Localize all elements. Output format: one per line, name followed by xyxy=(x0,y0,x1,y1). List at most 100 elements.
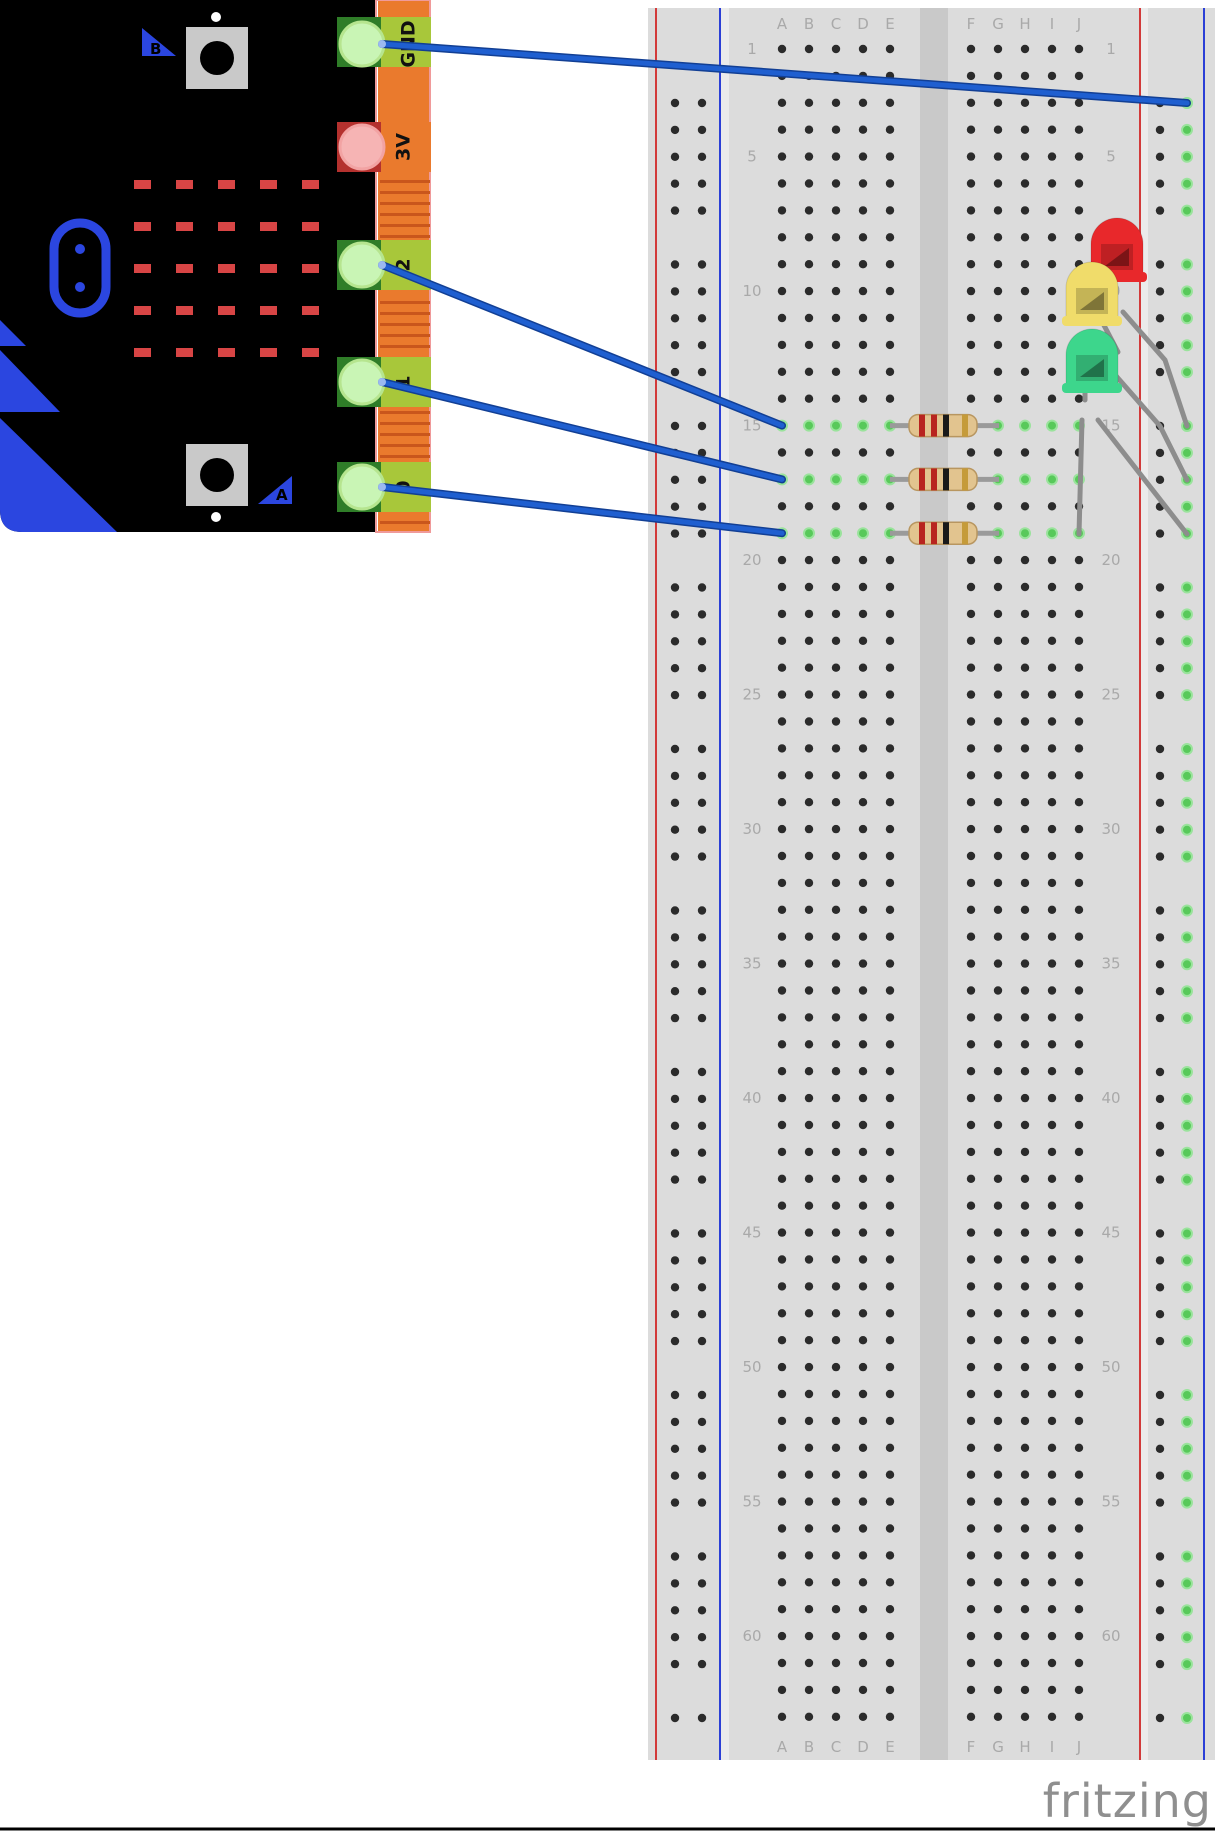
breadboard-hole xyxy=(885,717,895,726)
breadboard-hole xyxy=(1047,71,1057,81)
led-yellow[interactable] xyxy=(1062,261,1122,326)
button-b[interactable] xyxy=(186,12,248,89)
breadboard-hole xyxy=(858,1040,868,1049)
breadboard-hole xyxy=(966,448,976,457)
breadboard-hole xyxy=(966,367,976,376)
breadboard-hole xyxy=(858,44,868,54)
breadboard-hole xyxy=(777,260,787,269)
breadboard-hole xyxy=(1047,1228,1057,1237)
rail-hole xyxy=(697,1283,707,1292)
breadboard-hole xyxy=(777,448,787,457)
breadboard-hole xyxy=(804,1040,814,1049)
breadboard-hole xyxy=(804,1120,814,1130)
matrix-led xyxy=(218,264,235,273)
rail-hole xyxy=(1155,1713,1165,1723)
jumper-wire[interactable] xyxy=(378,261,786,430)
rail-hole xyxy=(1155,852,1165,861)
breadboard-hole xyxy=(777,1174,787,1184)
rail-hole xyxy=(1155,529,1165,538)
breadboard-hole xyxy=(1020,206,1030,215)
rail-hole xyxy=(1155,448,1165,458)
corner-triangle-large xyxy=(0,418,117,532)
breadboard-hole xyxy=(966,1443,976,1453)
breadboard-hole xyxy=(1074,152,1084,161)
breadboard-hole xyxy=(1020,1040,1030,1049)
rail-hole xyxy=(697,179,707,188)
connector-stripes xyxy=(380,180,430,524)
rail-hole xyxy=(697,1579,707,1588)
jumper-wire[interactable] xyxy=(378,40,1191,107)
breadboard-hole xyxy=(1020,555,1030,565)
rail-hole xyxy=(1181,1442,1193,1455)
breadboard-hole xyxy=(966,798,976,807)
breadboard-hole xyxy=(858,1013,868,1022)
rail-hole xyxy=(1181,958,1193,971)
row-number: 35 xyxy=(1101,955,1120,973)
resistor[interactable] xyxy=(890,413,999,438)
breadboard-hole xyxy=(1047,1255,1057,1264)
matrix-led xyxy=(218,348,235,357)
breadboard-hole xyxy=(777,394,787,403)
breadboard-hole xyxy=(831,986,841,995)
breadboard-hole xyxy=(885,502,895,511)
breadboard-hole xyxy=(804,1631,814,1641)
rail-hole xyxy=(670,314,680,323)
breadboard-hole xyxy=(885,152,895,161)
rail-hole xyxy=(670,1552,680,1561)
breadboard-hole xyxy=(1047,1362,1057,1372)
rail-hole xyxy=(697,690,707,700)
pin-1[interactable]: 1 xyxy=(337,357,431,407)
breadboard-hole xyxy=(1047,1201,1057,1210)
breadboard-hole xyxy=(1047,1578,1057,1587)
rail-hole xyxy=(670,206,680,215)
rail-hole xyxy=(697,1336,707,1346)
breadboard-hole xyxy=(777,555,787,565)
breadboard-hole xyxy=(885,744,895,753)
breadboard-hole xyxy=(993,448,1003,457)
row-number: 55 xyxy=(1101,1493,1120,1511)
breadboard-hole xyxy=(993,367,1003,376)
breadboard-hole xyxy=(1074,1416,1084,1426)
breadboard-hole xyxy=(831,1551,841,1560)
rail-hole xyxy=(1155,933,1165,942)
breadboard: AABBCCDDEEFFGGHHIIJJ11551010151520202525… xyxy=(648,8,1215,1760)
breadboard-hole xyxy=(1074,1362,1084,1372)
breadboard-hole xyxy=(1020,1120,1030,1130)
breadboard-hole xyxy=(966,502,976,511)
pin-3v[interactable]: 3V xyxy=(337,122,431,172)
breadboard-hole xyxy=(777,44,787,54)
breadboard-hole xyxy=(885,1067,895,1076)
breadboard-hole xyxy=(993,878,1003,888)
breadboard-hole xyxy=(804,582,814,592)
breadboard-hole xyxy=(885,1174,895,1184)
breadboard-hole xyxy=(1020,502,1030,511)
button-a[interactable] xyxy=(186,444,248,522)
breadboard-hole xyxy=(885,555,895,565)
breadboard-hole xyxy=(858,502,868,511)
rail-hole xyxy=(1155,637,1165,646)
jumper-wire[interactable] xyxy=(378,378,786,484)
breadboard-hole xyxy=(1020,1658,1030,1668)
breadboard-hole xyxy=(1020,1228,1030,1237)
led-green[interactable] xyxy=(1062,328,1122,393)
rail-hole xyxy=(1155,610,1165,619)
breadboard-hole xyxy=(966,824,976,834)
resistor[interactable] xyxy=(890,467,999,492)
breadboard-hole xyxy=(1020,233,1030,242)
breadboard-hole xyxy=(857,473,869,486)
resistor[interactable] xyxy=(890,521,999,545)
breadboard-hole xyxy=(966,932,976,941)
rail-hole xyxy=(1155,125,1165,135)
rail-hole xyxy=(1181,123,1193,136)
button-a-label: A xyxy=(276,486,288,504)
breadboard-hole xyxy=(858,636,868,645)
breadboard-hole xyxy=(1047,394,1057,403)
breadboard-hole xyxy=(885,1658,895,1668)
column-letter: H xyxy=(1019,15,1030,33)
breadboard-hole xyxy=(966,717,976,726)
breadboard-hole xyxy=(1020,313,1030,323)
breadboard-hole xyxy=(1074,1201,1084,1210)
breadboard-hole xyxy=(966,71,976,81)
jumper-wire[interactable] xyxy=(378,483,786,538)
breadboard-hole xyxy=(1047,1712,1057,1722)
